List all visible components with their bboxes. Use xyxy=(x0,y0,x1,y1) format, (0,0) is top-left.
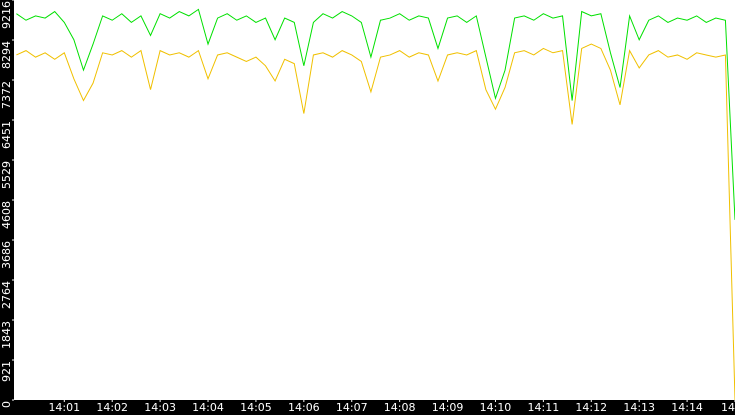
y-tick-label: 7372 xyxy=(0,81,13,109)
y-tick-label: 5529 xyxy=(0,161,13,189)
y-tick-label: 2764 xyxy=(0,281,13,309)
x-tick-label: 14:02 xyxy=(96,401,128,414)
x-tick-label: 14:05 xyxy=(240,401,272,414)
y-tick-label: 1843 xyxy=(0,321,13,349)
y-axis-band xyxy=(0,0,14,415)
x-tick-label: 14:04 xyxy=(192,401,224,414)
y-tick-label: 8294 xyxy=(0,41,13,69)
y-tick-label: 3686 xyxy=(0,241,13,269)
x-tick-label: 14:12 xyxy=(575,401,607,414)
x-tick-label: 14:14 xyxy=(671,401,703,414)
y-tick-label: 4608 xyxy=(0,201,13,229)
x-tick-label: 14:11 xyxy=(528,401,560,414)
x-tick-label: 14:06 xyxy=(288,401,320,414)
x-tick-label: 14:13 xyxy=(623,401,655,414)
y-tick-label: 921 xyxy=(0,361,13,382)
x-tick-label: 14:10 xyxy=(480,401,512,414)
x-tick-label: 14:09 xyxy=(432,401,464,414)
x-axis-band xyxy=(0,400,735,415)
y-tick-label: 0 xyxy=(0,401,13,408)
x-tick-label: 14:08 xyxy=(384,401,416,414)
x-tick-label: 14:07 xyxy=(336,401,368,414)
series-line xyxy=(16,43,735,401)
x-tick-label: 14:01 xyxy=(48,401,80,414)
series-line xyxy=(16,8,735,220)
x-tick-label: 14 xyxy=(721,401,735,414)
y-tick-label: 6451 xyxy=(0,121,13,149)
y-tick-label: 9216 xyxy=(0,1,13,29)
x-tick-label: 14:03 xyxy=(144,401,176,414)
